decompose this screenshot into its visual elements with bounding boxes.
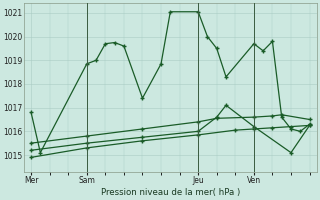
X-axis label: Pression niveau de la mer( hPa ): Pression niveau de la mer( hPa ) [101,188,240,197]
